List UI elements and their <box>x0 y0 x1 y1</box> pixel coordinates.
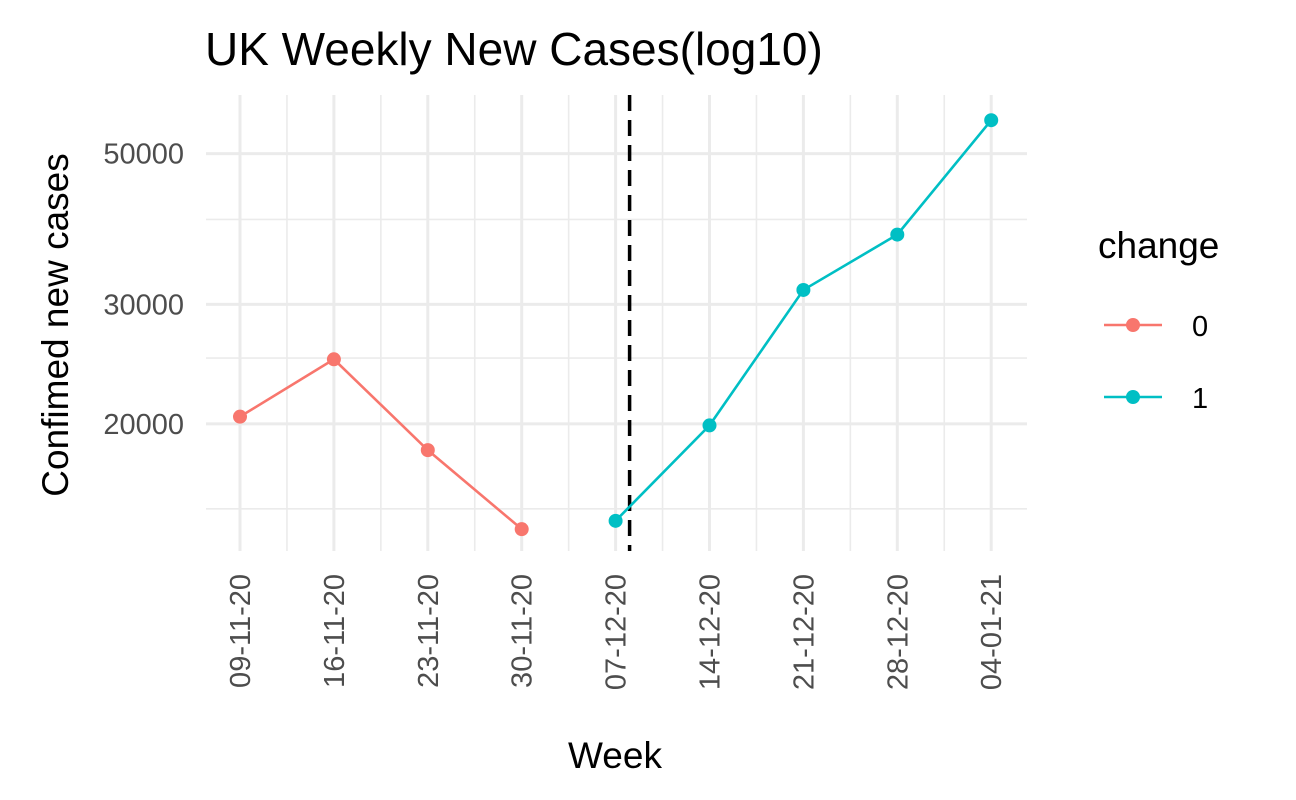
chart-title: UK Weekly New Cases(log10) <box>205 23 823 75</box>
data-point-1-14-12-20 <box>702 418 717 433</box>
x-tick-label: 14-12-20 <box>695 574 727 690</box>
legend: change 0 1 <box>1098 225 1219 415</box>
x-axis-title: Week <box>568 735 662 776</box>
data-point-0-30-11-20 <box>514 522 529 537</box>
data-point-0-09-11-20 <box>233 409 247 424</box>
y-tick-label: 50000 <box>103 139 184 171</box>
x-tick-label: 28-12-20 <box>882 574 914 690</box>
data-point-1-04-01-21 <box>984 113 999 128</box>
x-tick-label: 23-11-20 <box>413 574 445 688</box>
x-tick-label: 09-11-20 <box>225 574 257 688</box>
x-tick-label: 30-11-20 <box>507 574 539 688</box>
x-tick-label: 21-12-20 <box>788 574 820 690</box>
y-tick-label: 30000 <box>103 289 184 321</box>
legend-label-1: 1 <box>1192 383 1208 415</box>
y-axis-title: Confimed new cases <box>35 153 76 496</box>
legend-key-point-0 <box>1126 318 1140 332</box>
grid <box>206 95 1027 551</box>
x-tick-label: 04-01-21 <box>976 574 1008 690</box>
series-points <box>233 113 999 537</box>
x-tick-label: 16-11-20 <box>319 574 351 688</box>
data-point-1-28-12-20 <box>890 227 905 242</box>
data-point-0-16-11-20 <box>326 352 341 367</box>
x-tick-label: 07-12-20 <box>601 574 633 690</box>
y-tick-labels: 20000 30000 50000 <box>103 139 184 441</box>
legend-key-point-1 <box>1126 390 1140 404</box>
y-tick-label: 20000 <box>103 409 184 441</box>
data-point-1-21-12-20 <box>796 282 811 297</box>
data-point-0-23-11-20 <box>420 443 435 458</box>
x-tick-labels: 09-11-20 16-11-20 23-11-20 30-11-20 07-12-20… <box>225 574 1008 690</box>
legend-title: change <box>1098 225 1219 266</box>
data-point-1-07-12-20 <box>608 513 623 528</box>
legend-label-0: 0 <box>1192 311 1208 343</box>
series-line-0 <box>239 357 523 531</box>
